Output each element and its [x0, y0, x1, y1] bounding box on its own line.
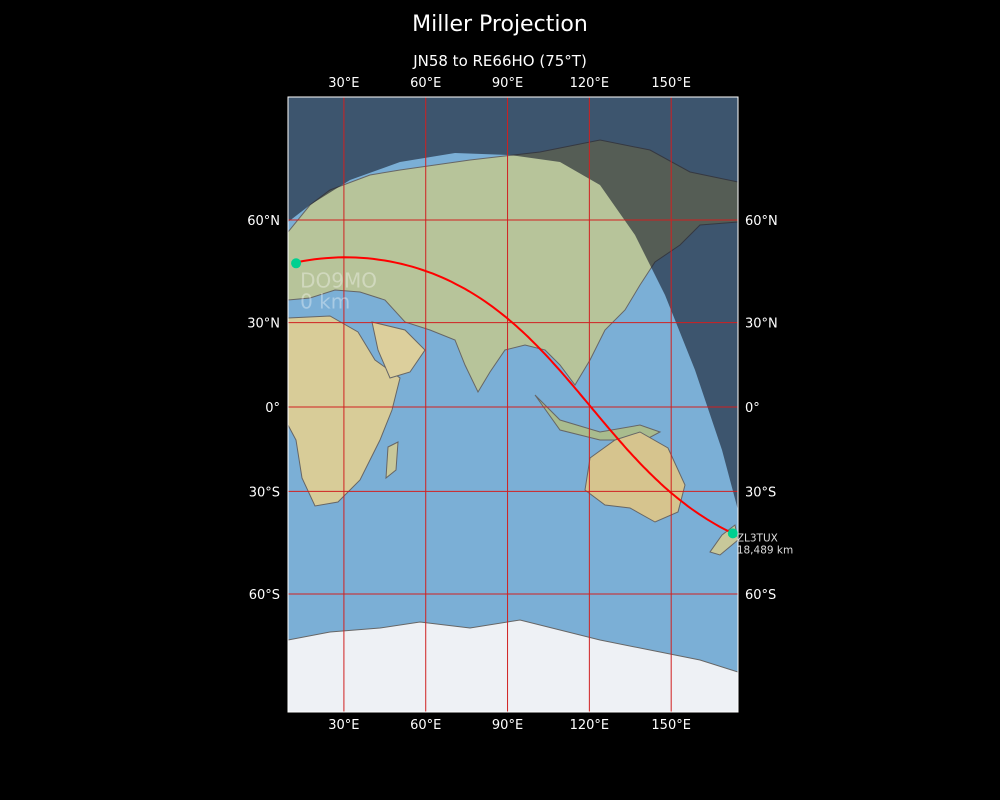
- y-tick-label-left: 0°: [265, 401, 280, 416]
- x-tick-label-bottom: 90°E: [492, 718, 523, 733]
- land-indonesia: [534, 394, 662, 441]
- night-shading: [288, 97, 738, 510]
- y-tick-label-left: 60°N: [247, 214, 280, 229]
- y-tick-label-right: 30°N: [745, 317, 778, 332]
- map-frame: [287, 96, 739, 713]
- great-circle-route: [291, 256, 734, 535]
- map-title: Miller Projection: [412, 12, 588, 37]
- x-tick-label-bottom: 30°E: [328, 718, 359, 733]
- end-marker[interactable]: [727, 528, 738, 539]
- map-area: DO9MO 0 km: [288, 97, 738, 712]
- x-tick-label-bottom: 150°E: [651, 718, 691, 733]
- end-label: ZL3TUX: [737, 532, 778, 544]
- start-label: DO9MO: [300, 268, 377, 292]
- y-tick-label-left: 30°S: [249, 485, 280, 500]
- x-tick-label-bottom: 120°E: [570, 718, 610, 733]
- y-tick-label-left: 60°S: [249, 588, 280, 603]
- land-arabia: [371, 321, 426, 379]
- y-tick-label-right: 60°N: [745, 214, 778, 229]
- map-subtitle: JN58 to RE66HO (75°T): [413, 52, 587, 70]
- end-distance: 18,489 km: [737, 544, 793, 556]
- y-tick-label-left: 30°N: [247, 317, 280, 332]
- axis-ticks: 30°E 30°E 60°E 60°E 90°E 90°E 120°E 120°E 150°E 1…: [247, 76, 778, 733]
- x-tick-label-bottom: 60°E: [410, 718, 441, 733]
- y-tick-label-right: 30°S: [745, 485, 776, 500]
- x-tick-label-top: 150°E: [651, 76, 691, 91]
- graticule: [288, 97, 738, 712]
- x-tick-label-top: 60°E: [410, 76, 441, 91]
- land-antarctica: [288, 619, 738, 712]
- x-tick-label-top: 90°E: [492, 76, 523, 91]
- land-australia: [584, 431, 686, 523]
- start-distance: 0 km: [300, 289, 350, 313]
- land-madagascar: [385, 441, 399, 480]
- y-tick-label-right: 60°S: [745, 588, 776, 603]
- start-marker[interactable]: [291, 258, 302, 269]
- x-tick-label-top: 120°E: [570, 76, 610, 91]
- x-tick-label-top: 30°E: [328, 76, 359, 91]
- y-tick-label-right: 0°: [745, 401, 760, 416]
